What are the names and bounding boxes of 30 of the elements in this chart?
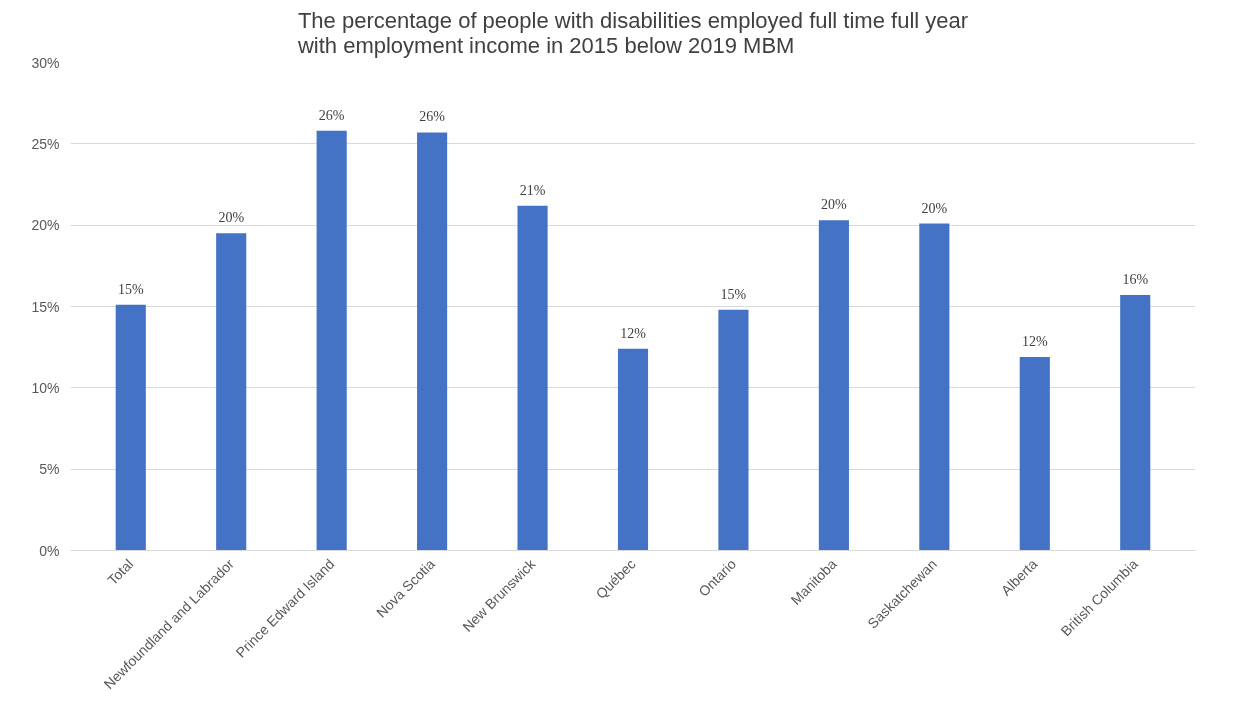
- bar: [617, 348, 649, 551]
- y-tick-label: 0%: [39, 542, 60, 559]
- y-tick-label: 15%: [31, 298, 60, 315]
- data-label: 26%: [318, 107, 345, 123]
- y-tick-label: 20%: [31, 217, 60, 234]
- y-tick-label: 10%: [31, 379, 60, 396]
- bar: [718, 309, 749, 551]
- data-label: 21%: [519, 182, 546, 198]
- bar: [316, 130, 347, 551]
- y-tick-label: 25%: [31, 135, 60, 152]
- data-label: 15%: [720, 286, 747, 302]
- data-label: 16%: [1122, 272, 1149, 288]
- data-label: 20%: [218, 210, 245, 226]
- data-label: 26%: [419, 109, 446, 125]
- bar: [919, 223, 950, 551]
- chart-title: The percentage of people with disabilities employed full time full year with employment income in 2015 below 2019 MBM: [296, 7, 969, 58]
- bar: [115, 304, 146, 551]
- data-label: 20%: [821, 197, 848, 213]
- bar: [517, 205, 548, 551]
- y-tick-label: 5%: [39, 461, 60, 478]
- bar: [417, 132, 448, 551]
- bar: [1120, 295, 1151, 551]
- data-label: 20%: [921, 200, 948, 216]
- bar: [818, 220, 849, 551]
- y-tick-label: 30%: [31, 54, 60, 71]
- data-label: 12%: [620, 325, 647, 341]
- data-label: 12%: [1021, 333, 1048, 349]
- bar: [216, 233, 247, 551]
- bar: [1019, 356, 1050, 551]
- data-label: 15%: [117, 281, 144, 297]
